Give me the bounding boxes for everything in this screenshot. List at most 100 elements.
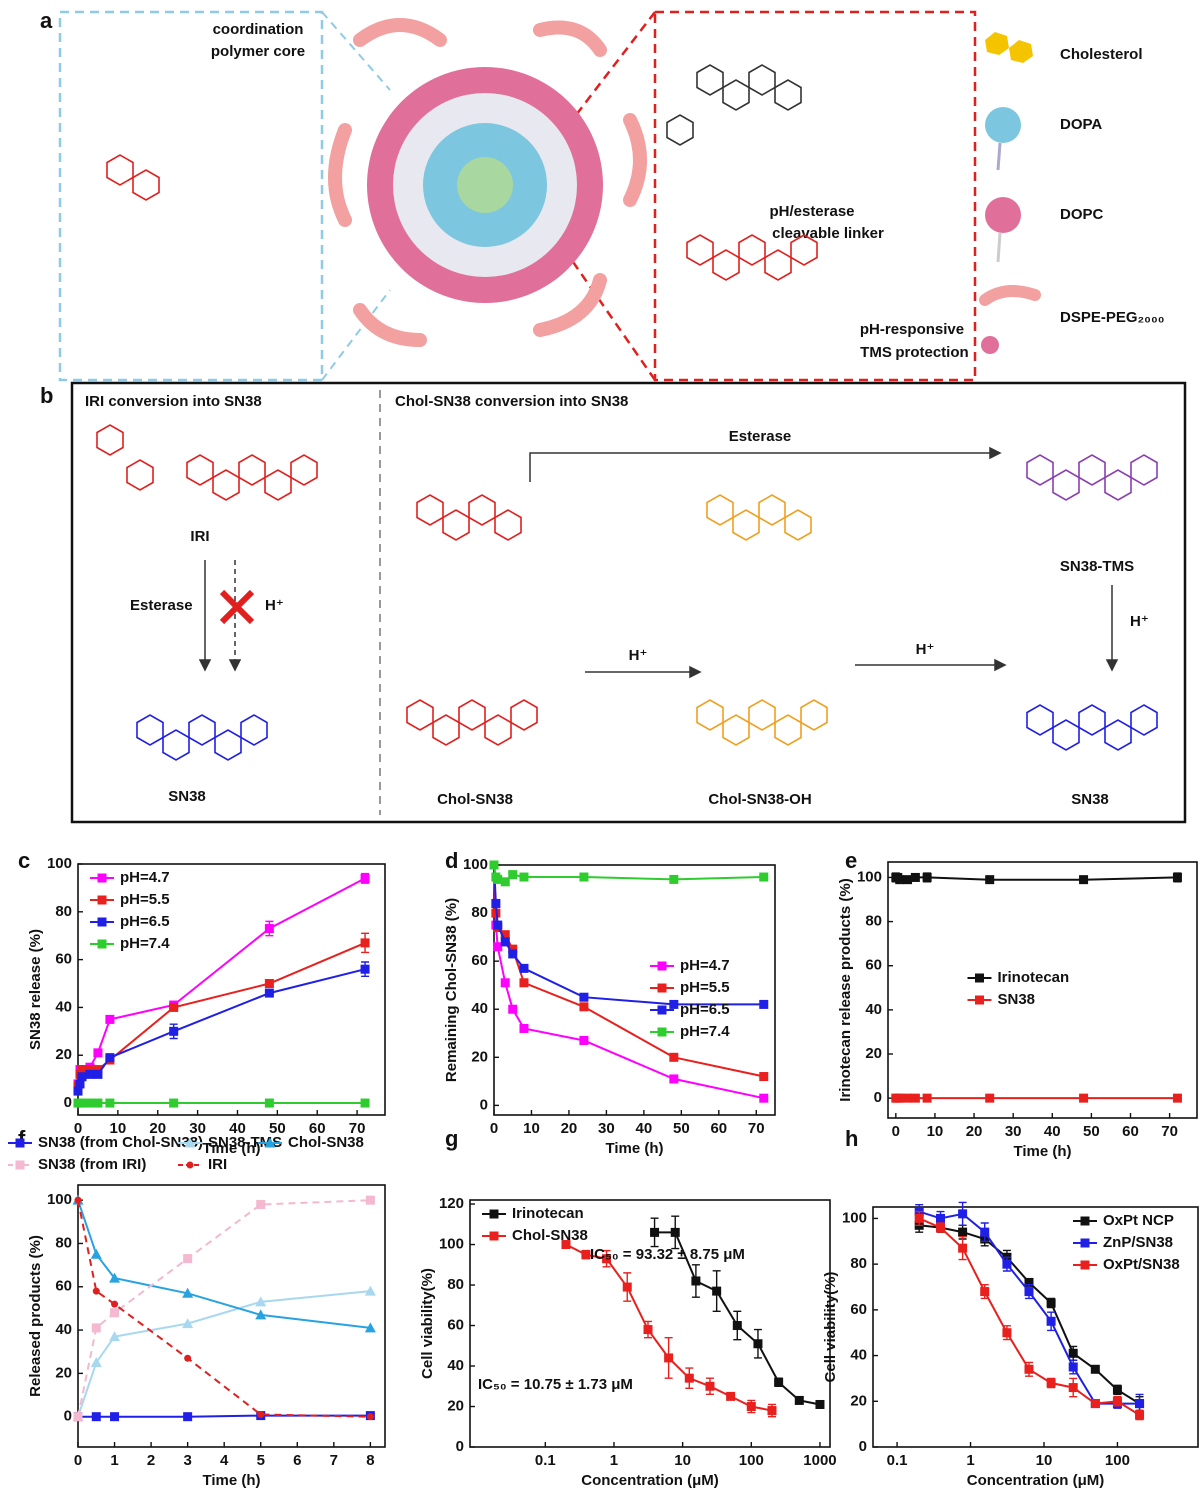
data-point <box>264 1098 274 1108</box>
x-tick-label: 10 <box>674 1452 691 1469</box>
y-axis-title: Cell viability(%) <box>419 1268 436 1379</box>
data-point <box>255 1309 267 1320</box>
panel-b-box <box>70 381 1187 824</box>
x-tick-label: 70 <box>1161 1123 1178 1140</box>
data-point <box>910 872 920 882</box>
ring <box>1026 454 1054 486</box>
x-axis-title: Concentration (μM) <box>967 1472 1105 1489</box>
data-point <box>1068 1348 1078 1358</box>
legend-label: pH=5.5 <box>680 979 730 996</box>
ring <box>696 64 724 96</box>
ring <box>406 699 434 731</box>
data-point <box>500 877 510 887</box>
data-point <box>500 978 510 988</box>
x-tick-label: 60 <box>1122 1123 1139 1140</box>
y-tick-label: 60 <box>55 951 72 968</box>
data-point <box>500 937 510 947</box>
data-point <box>746 1402 756 1412</box>
x-tick-label: 30 <box>189 1120 206 1137</box>
ring <box>132 169 160 201</box>
data-point <box>669 1074 679 1084</box>
plot-frame <box>469 1199 831 1448</box>
data-point <box>92 1287 100 1295</box>
plot-frame <box>872 1206 1199 1448</box>
label: protection <box>895 344 968 361</box>
data-point <box>182 1287 194 1298</box>
x-tick-label: 30 <box>598 1120 615 1137</box>
data-point <box>1079 1093 1089 1103</box>
data-point <box>489 860 499 870</box>
data-point <box>73 1086 83 1096</box>
ring <box>510 699 538 731</box>
ring <box>1078 454 1106 486</box>
data-point <box>664 1353 674 1363</box>
y-tick-label: 0 <box>456 1438 464 1455</box>
y-tick-label: 20 <box>471 1048 488 1065</box>
ring <box>186 454 214 486</box>
ring <box>136 714 164 746</box>
x-tick-label: 1 <box>966 1452 974 1469</box>
legend-label: SN38 (from IRI) <box>38 1156 146 1173</box>
data-point <box>105 1014 115 1024</box>
y-axis-title: Released products (%) <box>27 1235 44 1397</box>
data-point <box>579 1035 589 1045</box>
y-tick-label: 40 <box>55 1321 72 1338</box>
x-axis-title: Concentration (μM) <box>581 1472 719 1489</box>
ring <box>738 234 766 266</box>
ring <box>1104 469 1132 501</box>
data-point <box>519 978 529 988</box>
data-point <box>1024 1277 1034 1287</box>
data-point <box>767 1406 777 1416</box>
compound-name: SN38 <box>1071 791 1109 808</box>
legend-marker <box>975 973 984 983</box>
ring <box>96 424 124 456</box>
ring <box>188 714 216 746</box>
arrows <box>198 446 1119 679</box>
label: H⁺ <box>629 647 648 664</box>
data-point <box>182 1318 194 1329</box>
y-tick-label: 0 <box>64 1408 72 1425</box>
data-point <box>91 1412 101 1422</box>
legend-label: IRI <box>208 1156 227 1173</box>
data-point <box>74 1196 82 1204</box>
panel-label: d <box>445 848 458 873</box>
x-tick-label: 20 <box>149 1120 166 1137</box>
compound-name: Chol-SN38-OH <box>708 791 811 808</box>
data-point <box>958 1209 968 1219</box>
data-point <box>712 1286 722 1296</box>
y-tick-label: 80 <box>447 1276 464 1293</box>
data-point <box>1090 1364 1100 1374</box>
data-point <box>169 1002 179 1012</box>
compound-name: SN38-TMS <box>1060 558 1134 575</box>
data-point <box>732 1321 742 1331</box>
x-tick-label: 60 <box>710 1120 727 1137</box>
ring <box>290 454 318 486</box>
data-point <box>794 1395 804 1405</box>
y-tick-label: 0 <box>480 1096 488 1113</box>
x-tick-label: 40 <box>229 1120 246 1137</box>
x-tick-label: 50 <box>673 1120 690 1137</box>
data-point <box>958 1227 968 1237</box>
y-tick-label: 60 <box>850 1301 867 1318</box>
ring <box>468 494 496 526</box>
data-point <box>935 1213 945 1223</box>
y-tick-label: 0 <box>859 1438 867 1455</box>
ring <box>712 249 740 281</box>
y-tick-label: 60 <box>865 957 882 974</box>
data-point <box>669 1052 679 1062</box>
label: Esterase <box>729 428 792 445</box>
plot-frame <box>77 863 386 1116</box>
legend-label: pH=4.7 <box>680 957 730 974</box>
data-point <box>77 1098 87 1108</box>
ring <box>494 509 522 541</box>
data-point <box>257 1411 265 1419</box>
nanoparticle <box>328 18 647 347</box>
ring <box>1130 454 1158 486</box>
legend-marker <box>1080 1238 1090 1248</box>
y-axis-title: SN38 release (%) <box>27 929 44 1050</box>
x-tick-label: 10 <box>927 1123 944 1140</box>
data-point <box>1046 1316 1056 1326</box>
y-tick-label: 60 <box>447 1316 464 1333</box>
